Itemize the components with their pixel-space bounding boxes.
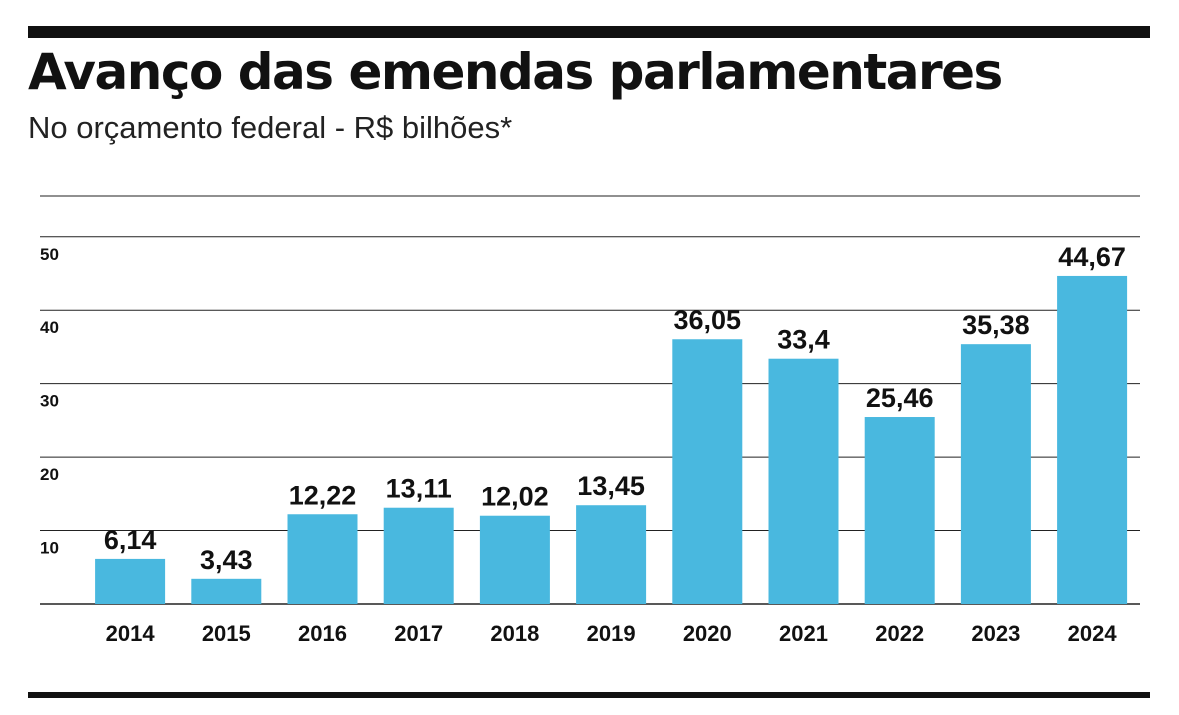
bar-value-label: 3,43 — [200, 545, 253, 575]
bar — [383, 507, 454, 604]
bar — [191, 578, 262, 604]
bar — [768, 358, 839, 604]
bar-value-label: 12,22 — [289, 480, 357, 510]
bar-value-label: 12,02 — [481, 482, 549, 512]
chart-subtitle: No orçamento federal - R$ bilhões* — [28, 110, 513, 145]
bar — [95, 558, 166, 604]
x-tick-label: 2021 — [779, 621, 828, 646]
x-tick-label: 2019 — [587, 621, 636, 646]
y-tick-label: 20 — [40, 465, 59, 484]
bottom-rule — [28, 692, 1150, 698]
x-tick-label: 2017 — [394, 621, 443, 646]
bar — [1057, 275, 1128, 604]
x-tick-label: 2018 — [490, 621, 539, 646]
bar-value-label: 13,45 — [577, 471, 645, 501]
bar-value-label: 13,11 — [386, 474, 452, 504]
bar-value-label: 6,14 — [104, 525, 157, 555]
bar-value-label: 35,38 — [962, 310, 1030, 340]
chart-title: Avanço das emendas parlamentares — [28, 43, 1003, 101]
bar-value-label: 33,4 — [777, 325, 830, 355]
bar — [960, 344, 1031, 604]
top-rule — [28, 26, 1150, 38]
x-tick-label: 2024 — [1068, 621, 1118, 646]
x-tick-label: 2014 — [106, 621, 156, 646]
bar — [287, 514, 358, 604]
x-tick-label: 2023 — [971, 621, 1020, 646]
bar-value-label: 36,05 — [674, 305, 742, 335]
x-tick-label: 2016 — [298, 621, 347, 646]
y-tick-label: 10 — [40, 539, 59, 558]
x-tick-label: 2020 — [683, 621, 732, 646]
bar — [864, 417, 935, 604]
x-tick-label: 2022 — [875, 621, 924, 646]
y-tick-label: 50 — [40, 245, 59, 264]
x-tick-label: 2015 — [202, 621, 251, 646]
bar-value-label: 44,67 — [1058, 242, 1126, 272]
bar — [576, 505, 647, 604]
y-tick-label: 30 — [40, 392, 59, 411]
bar-value-label: 25,46 — [866, 383, 934, 413]
y-tick-label: 40 — [40, 318, 59, 337]
bar — [479, 515, 550, 604]
bar — [672, 339, 743, 604]
